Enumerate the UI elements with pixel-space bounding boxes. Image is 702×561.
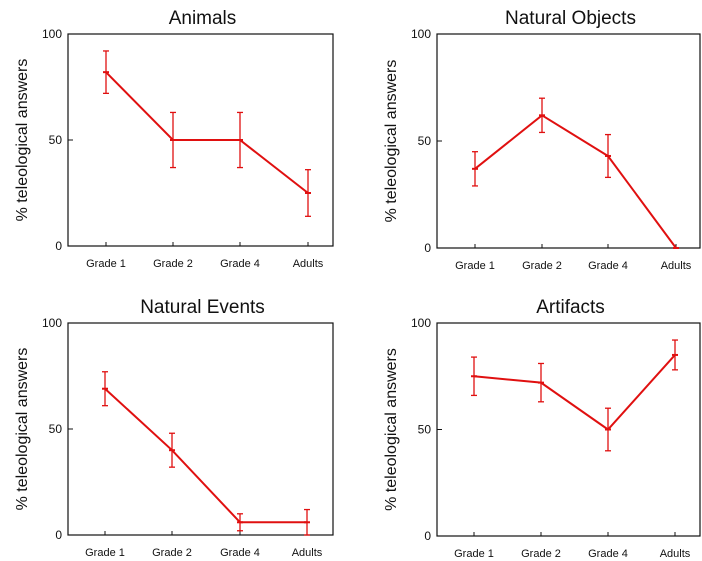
x-tick-label: Grade 1 bbox=[85, 547, 125, 559]
series-line bbox=[104, 387, 307, 524]
plot-frame bbox=[436, 33, 701, 249]
x-tick-label: Grade 1 bbox=[86, 258, 126, 270]
chart-panel-4: Artifacts % teleological answers 0 50 100 Gra… bbox=[383, 297, 701, 560]
y-tick-label: 0 bbox=[424, 241, 431, 255]
x-tick-label: Grade 4 bbox=[588, 548, 628, 560]
plot-frame bbox=[436, 322, 701, 537]
y-tick-label: 50 bbox=[49, 422, 63, 436]
x-tick-label: Adults bbox=[293, 258, 324, 270]
x-tick-label: Grade 4 bbox=[588, 260, 628, 272]
chart-title: Animals bbox=[169, 8, 237, 29]
chart-panel-2: Natural Objects % teleological answers 0 50… bbox=[383, 8, 701, 272]
y-tick-label: 100 bbox=[411, 316, 431, 330]
x-tick-label: Grade 2 bbox=[522, 260, 562, 272]
x-tick-label: Grade 2 bbox=[153, 258, 193, 270]
x-tick-label: Grade 2 bbox=[521, 548, 561, 560]
y-tick-label: 0 bbox=[55, 239, 62, 253]
y-tick-label: 50 bbox=[49, 133, 63, 147]
y-tick-label: 0 bbox=[424, 529, 431, 543]
y-tick-label: 0 bbox=[55, 528, 62, 542]
y-tick-label: 100 bbox=[42, 27, 62, 41]
chart-panel-3: Natural Events % teleological answers 0 50 1… bbox=[14, 297, 334, 559]
chart-title: Natural Events bbox=[140, 297, 265, 318]
y-tick-label: 100 bbox=[42, 316, 62, 330]
x-tick-label: Grade 1 bbox=[455, 260, 495, 272]
series-line bbox=[473, 354, 676, 431]
y-tick-label: 100 bbox=[411, 27, 431, 41]
plot-frame bbox=[67, 322, 334, 536]
x-tick-label: Grade 4 bbox=[220, 258, 260, 270]
x-tick-label: Grade 4 bbox=[220, 547, 260, 559]
x-tick-label: Adults bbox=[661, 260, 692, 272]
y-axis-label: % teleological answers bbox=[14, 348, 31, 511]
x-tick-label: Adults bbox=[292, 547, 323, 559]
chart-title: Artifacts bbox=[536, 297, 605, 318]
x-tick-label: Grade 1 bbox=[454, 548, 494, 560]
y-tick-label: 50 bbox=[418, 423, 432, 437]
chart-panel-1: Animals % teleological answers 0 50 100 Grade… bbox=[14, 8, 334, 270]
series-line bbox=[105, 71, 309, 194]
series-line bbox=[474, 114, 677, 249]
y-axis-label: % teleological answers bbox=[383, 60, 400, 223]
chart-title: Natural Objects bbox=[505, 8, 636, 29]
y-axis-label: % teleological answers bbox=[383, 348, 400, 511]
y-tick-label: 50 bbox=[418, 134, 432, 148]
x-tick-label: Adults bbox=[660, 548, 691, 560]
x-tick-label: Grade 2 bbox=[152, 547, 192, 559]
y-axis-label: % teleological answers bbox=[14, 59, 31, 222]
